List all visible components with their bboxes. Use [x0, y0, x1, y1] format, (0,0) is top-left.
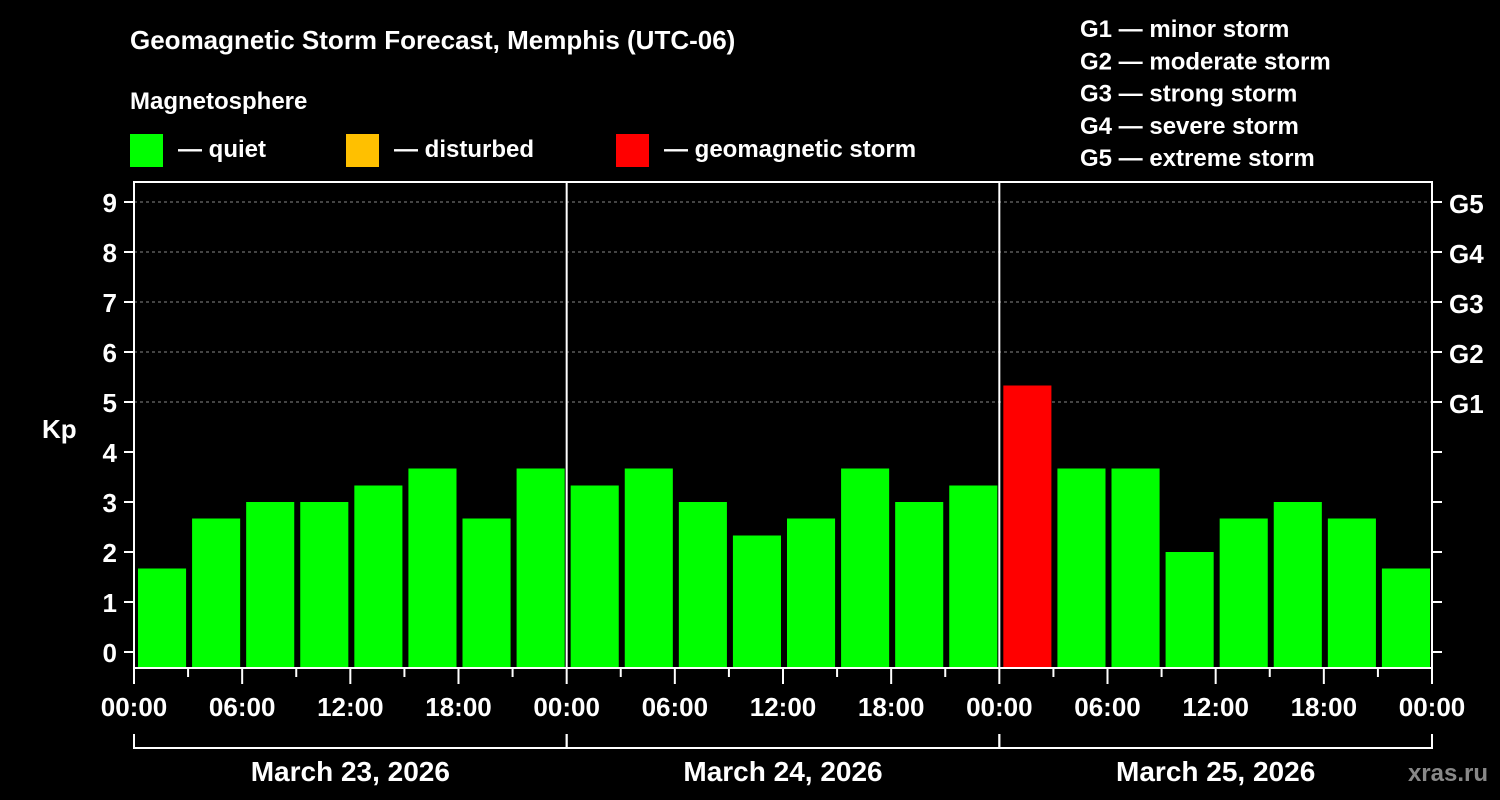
g-level-label: G4 [1449, 239, 1484, 269]
storm-scale-item: G3 — strong storm [1080, 81, 1297, 108]
storm-scale-legend: G1 — minor storm G2 — moderate storm G3 — … [1080, 16, 1331, 172]
y-tick-label: 7 [103, 288, 117, 318]
y-axis-label: Kp [42, 414, 77, 444]
storm-scale-item: G5 — extreme storm [1080, 145, 1315, 172]
x-tick-label: 12:00 [750, 692, 817, 722]
bar [624, 468, 673, 668]
x-tick-label: 00:00 [101, 692, 168, 722]
x-tick-label: 06:00 [209, 692, 276, 722]
legend-heading: Magnetosphere [130, 88, 307, 115]
g-level-label: G2 [1449, 339, 1484, 369]
x-tick-label: 18:00 [425, 692, 492, 722]
x-tick-label: 18:00 [858, 692, 925, 722]
day-bracket [133, 734, 568, 749]
bar [462, 518, 511, 668]
y-tick-label: 8 [103, 238, 117, 268]
legend-label: — geomagnetic storm [664, 136, 916, 163]
legend-swatch [346, 134, 379, 167]
y-tick-label: 9 [103, 188, 117, 218]
legend-label: — quiet [178, 136, 266, 163]
bar [1111, 468, 1160, 668]
watermark: xras.ru [1408, 760, 1488, 787]
storm-scale-item: G4 — severe storm [1080, 113, 1299, 140]
x-tick-label: 00:00 [1399, 692, 1466, 722]
storm-scale-item: G1 — minor storm [1080, 16, 1289, 43]
chart-title: Geomagnetic Storm Forecast, Memphis (UTC… [130, 25, 735, 55]
day-label: March 23, 2026 [251, 756, 450, 787]
bar [895, 502, 944, 668]
g-level-label: G5 [1449, 189, 1484, 219]
legend: — quiet — disturbed — geomagnetic storm [130, 134, 916, 167]
g-level-label: G3 [1449, 289, 1484, 319]
y-tick-label: 0 [103, 638, 117, 668]
y-tick-label: 4 [103, 438, 118, 468]
bar [1057, 468, 1106, 668]
x-tick-label: 12:00 [1182, 692, 1249, 722]
bar [1219, 518, 1268, 668]
bar [1003, 385, 1052, 668]
x-tick-label: 00:00 [966, 692, 1033, 722]
bar [1273, 502, 1322, 668]
day-bracket [565, 734, 1001, 749]
bar [1327, 518, 1376, 668]
y-tick-label: 6 [103, 338, 117, 368]
bar [138, 568, 187, 668]
bar [1381, 568, 1430, 668]
bar [732, 535, 781, 668]
legend-swatch [616, 134, 649, 167]
bar [1165, 552, 1214, 668]
x-tick-label: 12:00 [317, 692, 384, 722]
bar [300, 502, 349, 668]
x-tick-label: 06:00 [642, 692, 709, 722]
legend-swatch [130, 134, 163, 167]
bar [408, 468, 457, 668]
day-label: March 24, 2026 [683, 756, 882, 787]
bar [949, 485, 998, 668]
day-label: March 25, 2026 [1116, 756, 1315, 787]
bar [787, 518, 836, 668]
x-tick-label: 18:00 [1291, 692, 1358, 722]
bar [570, 485, 619, 668]
x-tick-label: 06:00 [1074, 692, 1141, 722]
x-tick-label: 00:00 [533, 692, 600, 722]
bar [516, 468, 565, 668]
bar [192, 518, 241, 668]
bar [678, 502, 727, 668]
plot-area: 0 1 2 3 4 5 6 7 8 9 G1 G2 G3 G4 G5 00:00 06:00 12:00 18:00… [101, 181, 1484, 787]
y-tick-label: 3 [103, 488, 117, 518]
bar [841, 468, 890, 668]
y-tick-label: 5 [103, 388, 117, 418]
bar [246, 502, 295, 668]
bar [354, 485, 403, 668]
legend-label: — disturbed [394, 136, 534, 163]
y-tick-label: 1 [103, 588, 117, 618]
day-bracket [998, 734, 1433, 749]
storm-scale-item: G2 — moderate storm [1080, 48, 1331, 75]
y-tick-label: 2 [103, 538, 117, 568]
g-level-label: G1 [1449, 389, 1484, 419]
